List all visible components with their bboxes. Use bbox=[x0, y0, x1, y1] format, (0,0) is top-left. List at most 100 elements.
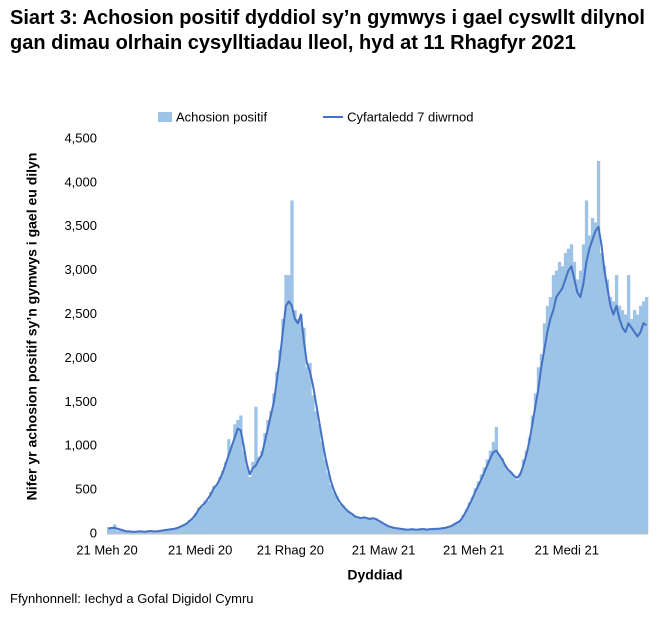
bar bbox=[296, 318, 300, 534]
bar bbox=[284, 275, 288, 534]
bar bbox=[125, 531, 129, 534]
bar bbox=[497, 455, 502, 534]
bar bbox=[197, 507, 201, 534]
bar bbox=[482, 467, 486, 534]
bar bbox=[593, 222, 598, 534]
bar bbox=[599, 253, 604, 534]
bar bbox=[527, 437, 532, 534]
y-tick-label: 3,000 bbox=[64, 262, 97, 277]
bar bbox=[320, 441, 324, 534]
bar bbox=[644, 297, 649, 534]
bar bbox=[365, 518, 369, 534]
bar bbox=[638, 305, 643, 534]
bar bbox=[275, 371, 279, 534]
bar bbox=[323, 459, 327, 534]
bar bbox=[641, 301, 646, 534]
bar bbox=[164, 530, 168, 534]
bar bbox=[293, 310, 297, 534]
bar bbox=[221, 470, 225, 534]
bar bbox=[623, 314, 628, 534]
bar bbox=[107, 526, 111, 534]
bar bbox=[443, 526, 447, 534]
bar bbox=[287, 275, 291, 534]
bar bbox=[305, 367, 309, 534]
bar bbox=[212, 485, 216, 534]
bar bbox=[560, 266, 565, 534]
bar bbox=[479, 474, 483, 534]
bar bbox=[209, 491, 213, 534]
bar bbox=[605, 279, 610, 534]
bar bbox=[449, 526, 453, 534]
bar bbox=[587, 235, 592, 535]
bar bbox=[401, 528, 405, 534]
legend-label: Achosion positif bbox=[176, 109, 267, 124]
bar bbox=[632, 310, 637, 534]
bar bbox=[455, 521, 459, 534]
bar bbox=[137, 530, 141, 534]
bar bbox=[617, 305, 622, 534]
bar bbox=[383, 525, 387, 534]
bar bbox=[566, 248, 571, 534]
bar bbox=[554, 270, 559, 534]
bar bbox=[485, 459, 490, 534]
bar bbox=[143, 531, 147, 534]
bar bbox=[215, 484, 219, 534]
bar bbox=[260, 450, 264, 534]
bar bbox=[506, 470, 511, 534]
bar bbox=[419, 528, 423, 534]
bar bbox=[626, 275, 631, 534]
bar bbox=[227, 439, 231, 534]
bar bbox=[236, 419, 240, 534]
bar bbox=[230, 446, 234, 534]
bar bbox=[245, 465, 249, 534]
x-tick-label: 21 Meh 20 bbox=[76, 542, 137, 557]
bar bbox=[464, 509, 468, 534]
bar bbox=[551, 275, 556, 534]
bar bbox=[158, 531, 162, 534]
x-tick-label: 21 Medi 21 bbox=[535, 542, 599, 557]
bar bbox=[452, 523, 456, 534]
legend-swatch bbox=[158, 112, 172, 122]
bar bbox=[350, 514, 354, 534]
source-note: Ffynhonnell: Iechyd a Gofal Digidol Cymr… bbox=[10, 591, 254, 606]
bar bbox=[224, 462, 228, 534]
bar bbox=[347, 511, 351, 534]
bar bbox=[155, 530, 159, 534]
bar bbox=[602, 266, 607, 534]
bar bbox=[386, 526, 390, 534]
bar bbox=[119, 530, 123, 534]
bar bbox=[326, 472, 330, 534]
bar bbox=[341, 505, 345, 534]
bar bbox=[389, 526, 393, 534]
bar bbox=[263, 433, 267, 534]
y-tick-label: 2,000 bbox=[64, 350, 97, 365]
average-line bbox=[108, 225, 648, 533]
bar bbox=[191, 519, 195, 534]
bar bbox=[185, 523, 189, 534]
bar bbox=[218, 476, 222, 534]
bar bbox=[542, 323, 547, 534]
bar bbox=[290, 200, 294, 534]
bar bbox=[473, 488, 477, 534]
bar bbox=[149, 531, 153, 534]
y-tick-label: 0 bbox=[90, 525, 97, 540]
bar bbox=[572, 261, 577, 534]
bar bbox=[515, 479, 520, 534]
bar bbox=[533, 393, 538, 534]
bar bbox=[518, 472, 523, 534]
bar bbox=[446, 526, 450, 534]
y-tick-label: 2,500 bbox=[64, 306, 97, 321]
bar bbox=[179, 526, 183, 534]
bar bbox=[113, 524, 117, 534]
bar bbox=[437, 528, 441, 534]
bar bbox=[257, 456, 261, 534]
bar bbox=[338, 504, 342, 534]
bar bbox=[461, 514, 465, 534]
bar bbox=[269, 411, 273, 534]
bar bbox=[317, 424, 321, 534]
bar bbox=[422, 529, 426, 534]
bar bbox=[545, 305, 550, 534]
y-tick-label: 3,500 bbox=[64, 218, 97, 233]
bar bbox=[368, 517, 372, 534]
